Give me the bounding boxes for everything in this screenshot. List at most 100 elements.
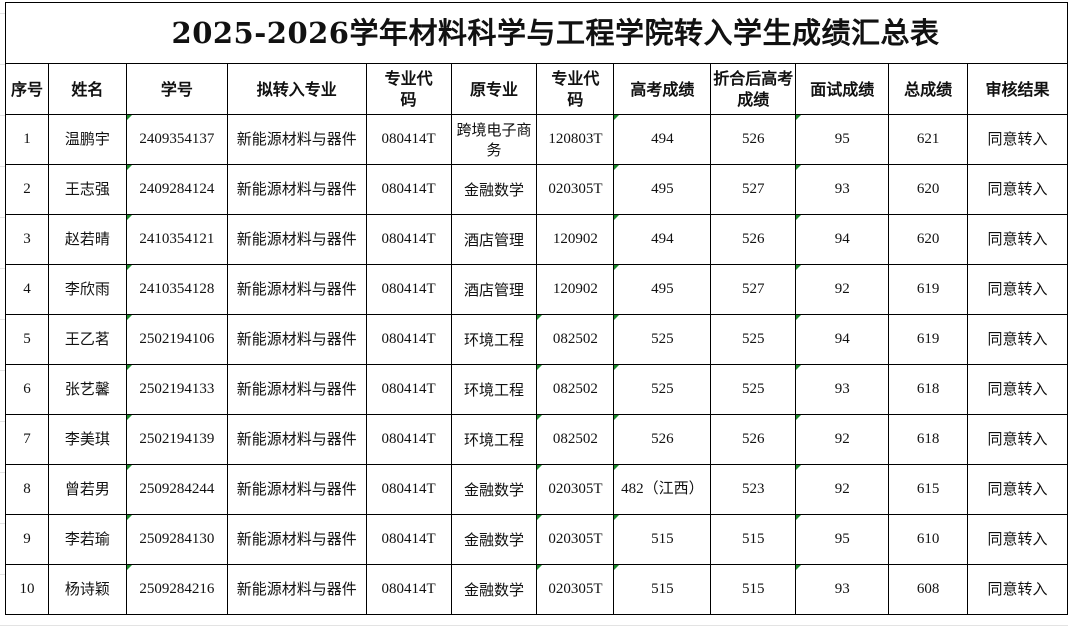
cell-target-major[interactable]: 新能源材料与器件: [226, 164, 367, 215]
cell-converted-gaokao-score[interactable]: 526: [710, 214, 797, 265]
cell-review-result[interactable]: 同意转入: [967, 364, 1068, 415]
cell-target-major[interactable]: 新能源材料与器件: [226, 314, 367, 365]
cell-interview-score[interactable]: 92: [795, 264, 890, 315]
cell-target-major[interactable]: 新能源材料与器件: [226, 414, 367, 465]
cell-student-id[interactable]: 2502194106: [125, 314, 228, 365]
cell-gaokao-score[interactable]: 515: [613, 564, 712, 615]
cell-interview-score[interactable]: 95: [795, 114, 890, 165]
cell-converted-gaokao-score[interactable]: 525: [710, 364, 797, 415]
header-original-major[interactable]: 原专业: [450, 63, 538, 115]
cell-original-major-code[interactable]: 120902: [536, 264, 615, 315]
cell-interview-score[interactable]: 93: [795, 164, 890, 215]
cell-original-major-code[interactable]: 082502: [536, 314, 615, 365]
cell-target-major[interactable]: 新能源材料与器件: [226, 564, 367, 615]
cell-name[interactable]: 曾若男: [47, 464, 127, 515]
cell-original-major-code[interactable]: 020305T: [536, 164, 615, 215]
cell-student-id[interactable]: 2502194139: [125, 414, 228, 465]
cell-gaokao-score[interactable]: 515: [613, 514, 712, 565]
cell-original-major[interactable]: 酒店管理: [450, 214, 538, 265]
header-converted-gaokao-score[interactable]: 折合后高考成绩: [710, 63, 797, 115]
header-total-score[interactable]: 总成绩: [888, 63, 969, 115]
cell-original-major[interactable]: 酒店管理: [450, 264, 538, 315]
cell-gaokao-score[interactable]: 495: [613, 164, 712, 215]
cell-gaokao-score[interactable]: 525: [613, 364, 712, 415]
cell-original-major[interactable]: 金融数学: [450, 564, 538, 615]
cell-original-major-code[interactable]: 120803T: [536, 114, 615, 165]
cell-gaokao-score[interactable]: 494: [613, 214, 712, 265]
cell-original-major-code[interactable]: 082502: [536, 364, 615, 415]
cell-interview-score[interactable]: 93: [795, 564, 890, 615]
cell-index[interactable]: 2: [5, 164, 49, 215]
cell-converted-gaokao-score[interactable]: 515: [710, 564, 797, 615]
cell-review-result[interactable]: 同意转入: [967, 264, 1068, 315]
cell-index[interactable]: 7: [5, 414, 49, 465]
cell-gaokao-score[interactable]: 482（江西）: [613, 464, 712, 515]
cell-original-major-code[interactable]: 020305T: [536, 464, 615, 515]
cell-index[interactable]: 6: [5, 364, 49, 415]
cell-review-result[interactable]: 同意转入: [967, 414, 1068, 465]
cell-original-major-code[interactable]: 020305T: [536, 564, 615, 615]
header-original-major-code[interactable]: 专业代码: [536, 63, 615, 115]
cell-converted-gaokao-score[interactable]: 523: [710, 464, 797, 515]
header-name[interactable]: 姓名: [47, 63, 127, 115]
cell-interview-score[interactable]: 92: [795, 414, 890, 465]
header-review-result[interactable]: 审核结果: [967, 63, 1068, 115]
cell-index[interactable]: 8: [5, 464, 49, 515]
cell-target-major-code[interactable]: 080414T: [365, 514, 452, 565]
table-title[interactable]: 2025-2026学年材料科学与工程学院转入学生成绩汇总表: [5, 2, 1068, 64]
cell-index[interactable]: 10: [5, 564, 49, 615]
cell-student-id[interactable]: 2409284124: [125, 164, 228, 215]
cell-target-major-code[interactable]: 080414T: [365, 314, 452, 365]
cell-converted-gaokao-score[interactable]: 526: [710, 414, 797, 465]
cell-index[interactable]: 3: [5, 214, 49, 265]
cell-student-id[interactable]: 2509284244: [125, 464, 228, 515]
cell-original-major[interactable]: 环境工程: [450, 364, 538, 415]
cell-student-id[interactable]: 2410354128: [125, 264, 228, 315]
cell-review-result[interactable]: 同意转入: [967, 314, 1068, 365]
cell-converted-gaokao-score[interactable]: 515: [710, 514, 797, 565]
cell-converted-gaokao-score[interactable]: 525: [710, 314, 797, 365]
cell-original-major-code[interactable]: 120902: [536, 214, 615, 265]
cell-index[interactable]: 1: [5, 114, 49, 165]
cell-name[interactable]: 李若瑜: [47, 514, 127, 565]
cell-student-id[interactable]: 2509284216: [125, 564, 228, 615]
cell-review-result[interactable]: 同意转入: [967, 514, 1068, 565]
cell-target-major-code[interactable]: 080414T: [365, 264, 452, 315]
cell-gaokao-score[interactable]: 494: [613, 114, 712, 165]
cell-converted-gaokao-score[interactable]: 527: [710, 164, 797, 215]
cell-interview-score[interactable]: 94: [795, 314, 890, 365]
cell-original-major-code[interactable]: 020305T: [536, 514, 615, 565]
cell-target-major[interactable]: 新能源材料与器件: [226, 364, 367, 415]
cell-converted-gaokao-score[interactable]: 527: [710, 264, 797, 315]
cell-total-score[interactable]: 618: [888, 414, 969, 465]
cell-target-major[interactable]: 新能源材料与器件: [226, 264, 367, 315]
cell-target-major-code[interactable]: 080414T: [365, 414, 452, 465]
cell-target-major-code[interactable]: 080414T: [365, 564, 452, 615]
cell-total-score[interactable]: 619: [888, 314, 969, 365]
cell-target-major-code[interactable]: 080414T: [365, 364, 452, 415]
cell-total-score[interactable]: 620: [888, 164, 969, 215]
cell-converted-gaokao-score[interactable]: 526: [710, 114, 797, 165]
cell-name[interactable]: 赵若晴: [47, 214, 127, 265]
cell-total-score[interactable]: 615: [888, 464, 969, 515]
cell-total-score[interactable]: 620: [888, 214, 969, 265]
cell-name[interactable]: 王志强: [47, 164, 127, 215]
cell-original-major-code[interactable]: 082502: [536, 414, 615, 465]
cell-name[interactable]: 温鹏宇: [47, 114, 127, 165]
cell-review-result[interactable]: 同意转入: [967, 564, 1068, 615]
cell-target-major[interactable]: 新能源材料与器件: [226, 514, 367, 565]
cell-name[interactable]: 李欣雨: [47, 264, 127, 315]
cell-name[interactable]: 杨诗颖: [47, 564, 127, 615]
cell-original-major[interactable]: 环境工程: [450, 314, 538, 365]
cell-original-major[interactable]: 金融数学: [450, 464, 538, 515]
cell-review-result[interactable]: 同意转入: [967, 464, 1068, 515]
cell-interview-score[interactable]: 95: [795, 514, 890, 565]
header-index[interactable]: 序号: [5, 63, 49, 115]
cell-total-score[interactable]: 608: [888, 564, 969, 615]
cell-gaokao-score[interactable]: 526: [613, 414, 712, 465]
cell-target-major-code[interactable]: 080414T: [365, 164, 452, 215]
cell-total-score[interactable]: 619: [888, 264, 969, 315]
cell-review-result[interactable]: 同意转入: [967, 164, 1068, 215]
cell-total-score[interactable]: 610: [888, 514, 969, 565]
cell-interview-score[interactable]: 92: [795, 464, 890, 515]
